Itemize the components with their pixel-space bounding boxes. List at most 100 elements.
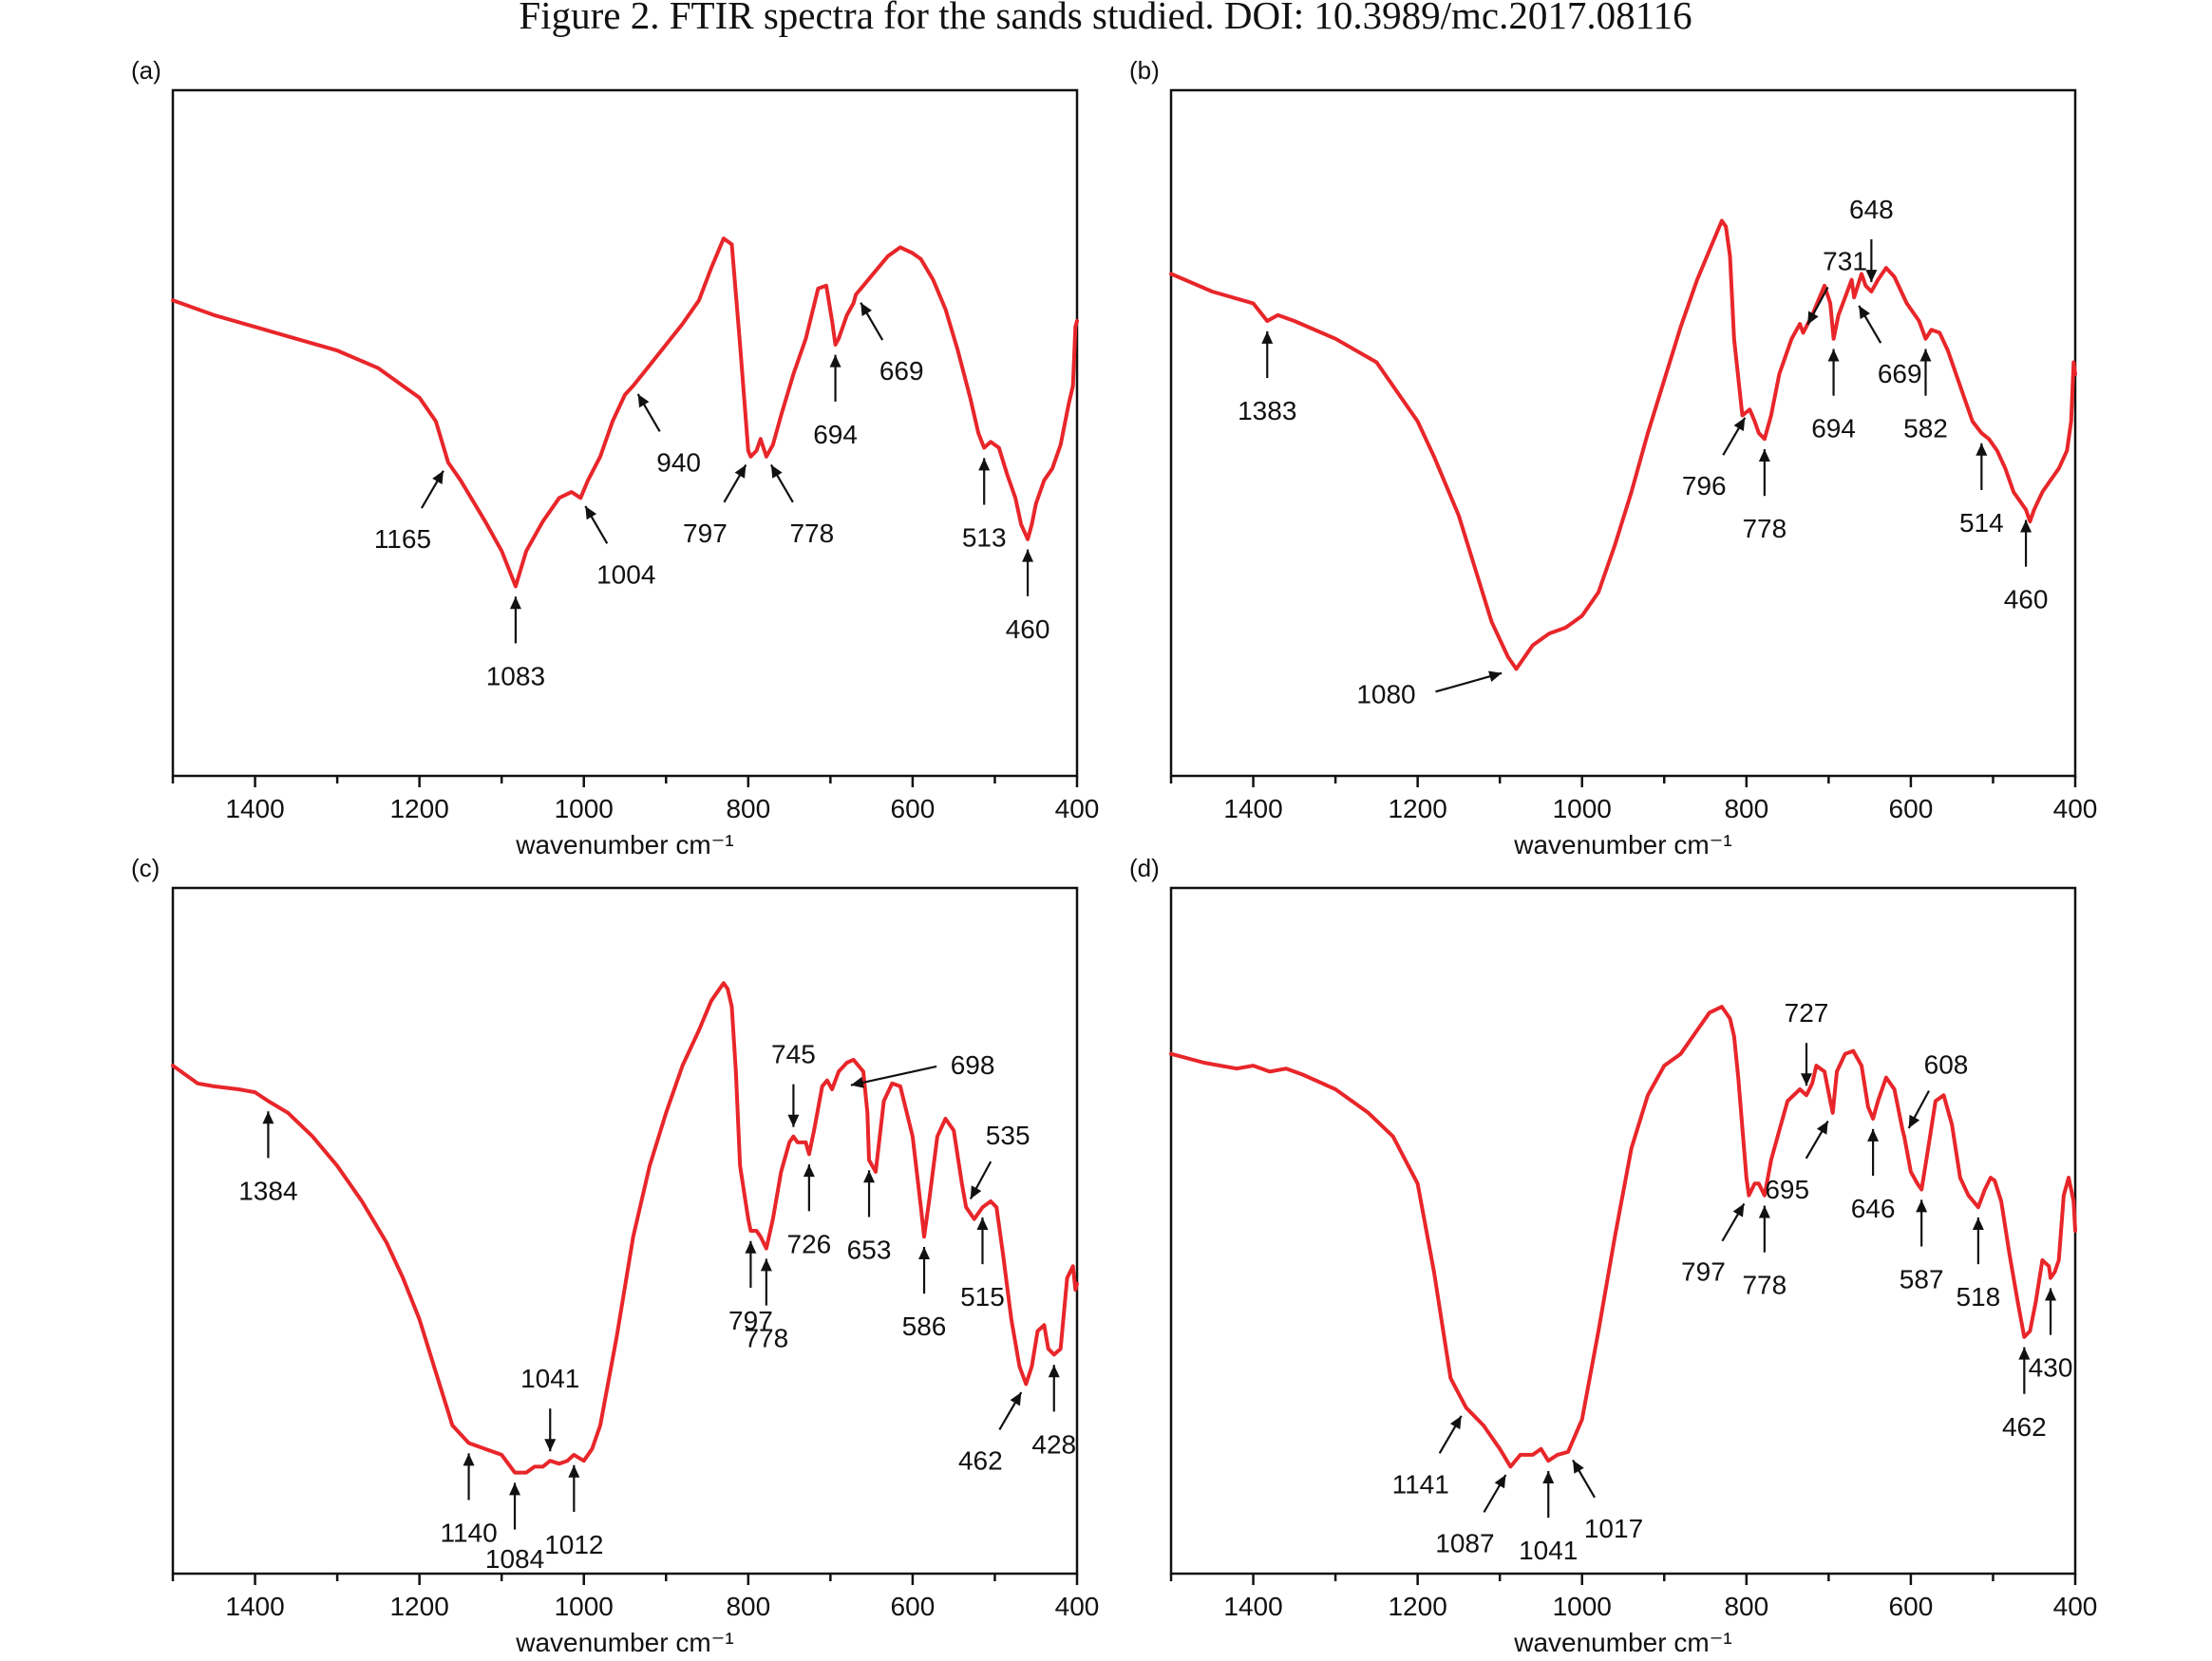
peak-annotation: 669 [860, 302, 924, 386]
arrowhead [1542, 1470, 1555, 1483]
arrowhead [760, 1258, 772, 1272]
annotation-label: 653 [847, 1235, 892, 1264]
peak-annotation: 726 [787, 1164, 831, 1258]
annotation-label: 587 [1900, 1265, 1944, 1294]
arrowhead [976, 1217, 989, 1230]
peak-annotation: 745 [771, 1040, 816, 1127]
x-tick-label: 800 [726, 1592, 770, 1621]
arrowhead [803, 1164, 815, 1178]
peak-annotation: 1141 [1392, 1415, 1463, 1499]
spectrum-line [1169, 218, 2077, 671]
x-tick-label: 800 [1724, 794, 1768, 823]
arrowhead [2020, 519, 2032, 533]
annotation-label: 669 [879, 356, 924, 386]
arrowhead [770, 464, 783, 479]
annotation-label: 694 [813, 420, 858, 449]
annotation-label: 1004 [596, 559, 655, 589]
arrowhead [585, 505, 597, 520]
arrowhead [1972, 1217, 1984, 1230]
annotation-label: 648 [1849, 195, 1894, 224]
annotation-label: 778 [1742, 1271, 1787, 1300]
arrowhead [1800, 1073, 1812, 1086]
x-tick-label: 1200 [389, 794, 448, 823]
peak-annotation: 940 [636, 393, 701, 477]
annotation-label: 462 [2002, 1412, 2047, 1442]
peak-annotation: 1084 [485, 1482, 544, 1574]
x-tick-label: 400 [1055, 1592, 1100, 1621]
x-tick-label: 600 [891, 794, 936, 823]
annotation-label: 698 [951, 1050, 995, 1080]
arrowhead [850, 1077, 864, 1088]
annotation-label: 428 [1031, 1429, 1076, 1459]
chart-panel-4: (d) 1400 1200 1000 800 600 400 wavenumber cm⁻¹ 1… [1129, 854, 2097, 1657]
plot-frame [1169, 886, 2077, 1576]
annotation-label: 646 [1851, 1194, 1896, 1223]
x-tick-label: 1200 [1388, 1592, 1446, 1621]
annotation-label: 778 [1742, 514, 1787, 543]
x-tick-label: 1000 [1553, 1592, 1612, 1621]
x-tick-label: 800 [726, 794, 770, 823]
panel-label: (b) [1129, 56, 1160, 85]
peak-annotation: 460 [1006, 549, 1049, 644]
annotation-label: 462 [958, 1445, 1003, 1475]
x-tick-label: 600 [1889, 1592, 1934, 1621]
peak-annotation: 428 [1031, 1365, 1076, 1459]
arrowhead [1865, 270, 1878, 283]
peak-annotation: 698 [850, 1050, 995, 1088]
annotation-label: 582 [1903, 414, 1948, 444]
arrowhead [829, 354, 841, 368]
x-tick-label: 1400 [1223, 794, 1282, 823]
arrowhead [262, 1111, 274, 1124]
peak-annotation: 1383 [1238, 330, 1296, 425]
annotation-label: 1080 [1356, 679, 1415, 708]
spectrum-line [1169, 1005, 2077, 1469]
peak-annotation: 669 [1858, 305, 1922, 388]
figure-title: Figure 2. FTIR spectra for the sands stu… [519, 0, 1692, 37]
annotation-label: 727 [1785, 998, 1829, 1028]
annotation-label: 1012 [544, 1530, 603, 1559]
arrowhead [863, 1170, 876, 1183]
arrowhead [1758, 1205, 1770, 1218]
x-tick-label: 400 [2053, 1592, 2098, 1621]
arrowhead [1859, 305, 1870, 320]
peak-annotation: 1041 [1519, 1470, 1578, 1565]
arrowhead [978, 458, 991, 471]
x-tick-label: 1000 [555, 1592, 614, 1621]
peak-annotation: 608 [1907, 1050, 1969, 1129]
annotation-label: 778 [789, 519, 834, 548]
arrowhead [2045, 1288, 2057, 1301]
arrowhead [463, 1453, 475, 1466]
peak-annotation: 1004 [584, 505, 655, 589]
annotation-label: 1383 [1238, 396, 1296, 425]
arrowhead [970, 1185, 982, 1199]
spectrum-line [171, 981, 1079, 1475]
x-tick-label: 400 [2053, 794, 2098, 823]
peak-annotation: 694 [1811, 349, 1856, 444]
x-tick-label: 800 [1724, 1592, 1768, 1621]
annotation-label: 940 [656, 447, 701, 477]
annotation-label: 1165 [374, 524, 431, 554]
peak-annotation: 778 [769, 463, 834, 548]
arrowhead [1010, 1392, 1022, 1406]
x-axis-label: wavenumber cm⁻¹ [1513, 830, 1732, 859]
peak-annotation: 797 [1681, 1202, 1746, 1287]
peak-annotation: 1165 [374, 470, 444, 554]
arrowhead [1807, 311, 1819, 325]
annotation-label: 608 [1924, 1050, 1969, 1080]
annotation-label: 731 [1823, 246, 1867, 275]
arrowhead [509, 1482, 521, 1496]
plot-frame [171, 886, 1079, 1576]
arrowhead [1867, 1128, 1880, 1142]
panel-label: (a) [131, 56, 161, 85]
annotation-label: 1384 [238, 1176, 297, 1205]
peak-annotation: 653 [847, 1170, 892, 1264]
x-tick-label: 1000 [1553, 794, 1612, 823]
x-axis-label: wavenumber cm⁻¹ [515, 1628, 734, 1657]
arrowhead [1916, 1199, 1928, 1213]
arrowhead [2018, 1347, 2031, 1360]
arrowhead [918, 1247, 931, 1260]
arrowhead [1573, 1460, 1584, 1474]
arrowhead [1758, 449, 1770, 462]
annotation-arrow [850, 1065, 937, 1086]
